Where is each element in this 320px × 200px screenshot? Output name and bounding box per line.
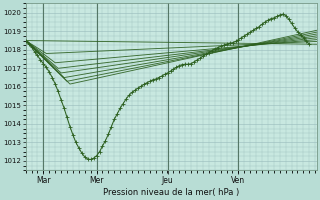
X-axis label: Pression niveau de la mer( hPa ): Pression niveau de la mer( hPa ) <box>103 188 239 197</box>
